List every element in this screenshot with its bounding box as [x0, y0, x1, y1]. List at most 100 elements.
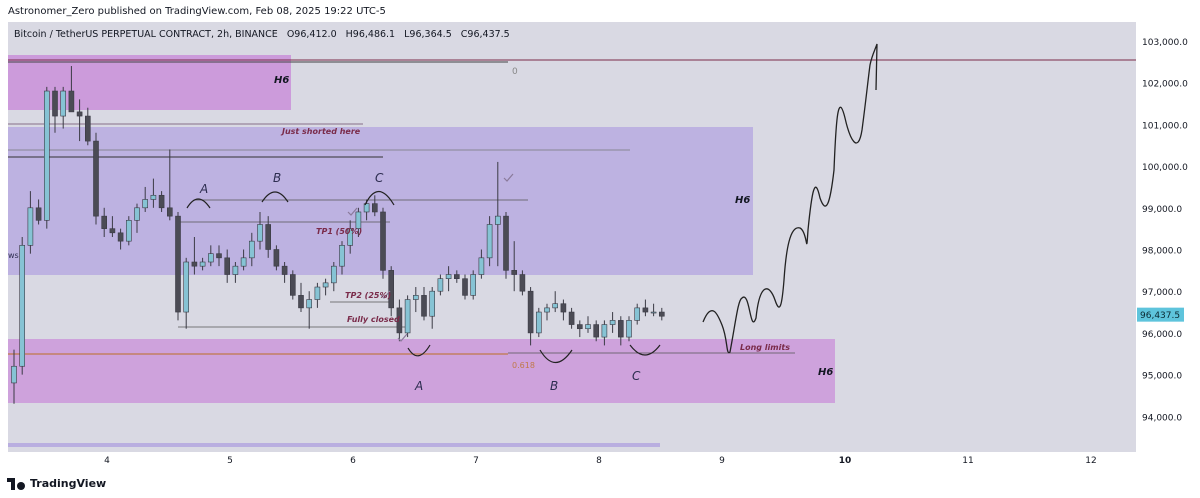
candle	[240, 257, 247, 267]
candle	[478, 257, 485, 275]
label-fully-closed: Fully closed	[347, 315, 400, 324]
arc-trough-a	[407, 344, 431, 357]
candle	[60, 90, 67, 117]
x-tick-label: 12	[1085, 456, 1096, 466]
candle	[626, 320, 632, 338]
ohlc-open: O96,412.0	[286, 29, 337, 40]
arc-peak-c	[364, 190, 395, 206]
candle	[650, 311, 657, 314]
candle	[437, 278, 444, 292]
candle	[363, 203, 370, 213]
candle	[126, 220, 132, 242]
candle	[462, 278, 468, 296]
candle	[76, 111, 83, 117]
candle	[273, 249, 280, 267]
x-tick-label: 8	[596, 456, 602, 466]
candle	[339, 245, 345, 267]
tradingview-logo[interactable]: TradingView	[7, 477, 106, 490]
candle	[232, 265, 239, 275]
candle	[35, 207, 42, 221]
candle	[634, 307, 641, 321]
candle	[109, 228, 116, 234]
candle	[544, 307, 550, 313]
candle	[593, 324, 600, 338]
y-tick-label: 102,000.0	[1142, 80, 1188, 90]
candle	[519, 274, 526, 292]
y-tick-label: 98,000.0	[1142, 247, 1182, 257]
x-tick-label: 10	[839, 456, 852, 466]
candle	[43, 90, 50, 221]
y-tick-label: 97,000.0	[1142, 288, 1182, 298]
candle	[322, 282, 329, 288]
y-tick-label: 95,000.0	[1142, 372, 1182, 382]
candle	[601, 324, 608, 338]
y-tick-label: 99,000.0	[1142, 205, 1182, 215]
candle	[445, 274, 452, 279]
x-tick-label: 6	[350, 456, 356, 466]
candle	[19, 245, 26, 367]
label-long-limits: Long limits	[740, 343, 790, 352]
price-tag	[1137, 307, 1184, 322]
arc-peak-a	[186, 198, 211, 209]
label-fib-618: 0.618	[512, 361, 535, 370]
check-tp2	[380, 290, 391, 299]
candle	[85, 115, 91, 142]
symbol-name[interactable]: Bitcoin / TetherUS PERPETUAL CONTRACT, 2…	[14, 29, 278, 40]
candle	[511, 270, 518, 275]
candle	[330, 265, 337, 284]
candle	[93, 140, 99, 217]
price-tag-label: 96,437.5	[1140, 311, 1180, 321]
candle	[216, 253, 222, 259]
tradingview-logo-icon	[7, 477, 25, 490]
arc-trough-c	[629, 344, 661, 356]
label-trough-b: B	[550, 379, 558, 393]
candle	[298, 295, 304, 309]
label-tp2: TP2 (25%)	[345, 291, 391, 300]
labels-layer: H6 H6 H6 Just shorted here TP1 (50%) TP2 (25%…	[8, 67, 833, 393]
candle	[609, 320, 616, 325]
axes-layer: 103,000.0 102,000.0 101,000.0 100,000.0 99,0…	[104, 38, 1188, 466]
y-tick-label: 94,000.0	[1142, 413, 1182, 423]
candle	[249, 240, 255, 259]
label-trough-c: C	[632, 369, 641, 383]
label-left-cut: ws	[8, 251, 19, 260]
y-tick-label: 100,000.0	[1142, 163, 1188, 173]
candle	[494, 215, 501, 225]
ohlc-low: L96,364.5	[404, 29, 452, 40]
candle	[208, 253, 214, 263]
label-trough-a: A	[414, 379, 423, 393]
candle	[289, 274, 296, 296]
candle	[306, 299, 313, 309]
candle	[101, 215, 107, 229]
candle	[314, 286, 321, 300]
symbol-bar: Bitcoin / TetherUS PERPETUAL CONTRACT, 2…	[14, 29, 516, 40]
candle	[396, 307, 403, 334]
candle	[576, 324, 583, 330]
candle	[257, 224, 263, 242]
candle	[158, 194, 165, 209]
zone-bottom	[8, 339, 835, 403]
x-tick-label: 9	[719, 456, 725, 466]
zone-label-top: H6	[274, 75, 289, 86]
candle	[265, 224, 272, 250]
arc-peak-b	[261, 191, 289, 203]
x-tick-label: 5	[227, 456, 233, 466]
candle	[585, 324, 591, 330]
zone-label-mid: H6	[735, 195, 750, 206]
projection-path	[702, 43, 878, 354]
candle	[142, 199, 148, 209]
candle	[421, 295, 427, 317]
y-tick-label: 103,000.0	[1142, 38, 1188, 48]
candle	[27, 207, 34, 246]
candle	[347, 228, 354, 246]
candle	[568, 311, 575, 325]
candle	[199, 261, 206, 267]
candle	[52, 90, 58, 117]
candle	[150, 194, 157, 200]
candle	[642, 307, 649, 313]
candle	[412, 295, 419, 300]
zones-layer	[8, 55, 835, 447]
candle	[535, 311, 542, 334]
label-tp1: TP1 (50%)	[316, 227, 362, 236]
